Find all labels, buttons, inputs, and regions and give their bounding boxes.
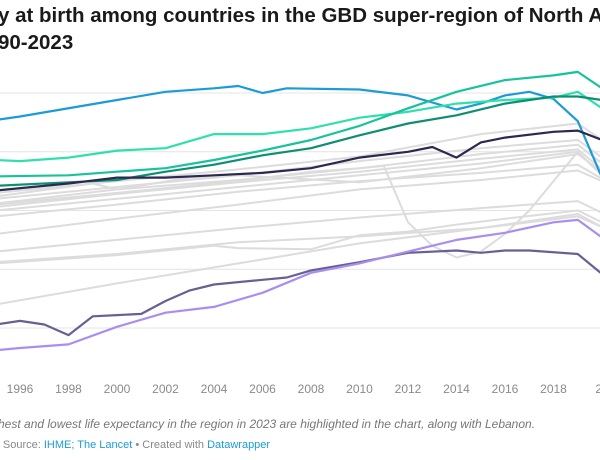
background-series-line bbox=[0, 209, 600, 265]
x-tick-label: 2002 bbox=[152, 382, 179, 396]
x-tick-label: 2012 bbox=[395, 382, 422, 396]
chart-notes: hest and lowest life expectancy in the r… bbox=[0, 417, 536, 431]
line-chart: 1996 1998 2000 2002 2004 2006 2008 2010 2012 2014… bbox=[0, 70, 600, 396]
background-series-line bbox=[0, 213, 600, 263]
x-tick-label: 2010 bbox=[346, 382, 373, 396]
x-tick-label: 1996 bbox=[7, 382, 34, 396]
x-tick-label: 2008 bbox=[298, 382, 325, 396]
highlighted-series-line[interactable] bbox=[0, 129, 600, 192]
datawrapper-link[interactable]: Datawrapper bbox=[207, 439, 271, 451]
highlighted-series bbox=[0, 70, 600, 351]
background-series-line bbox=[0, 139, 600, 200]
source-prefix: • Source: bbox=[0, 439, 44, 451]
highlighted-series-line[interactable] bbox=[0, 218, 600, 351]
background-series-line bbox=[0, 150, 600, 259]
highlighted-series-line[interactable] bbox=[0, 249, 600, 337]
background-series-line bbox=[0, 148, 600, 208]
background-series-line bbox=[0, 215, 600, 305]
background-series-line bbox=[0, 163, 600, 217]
highlighted-series-line[interactable] bbox=[0, 70, 600, 178]
background-series-line bbox=[0, 169, 600, 235]
source-link[interactable]: IHME; The Lancet bbox=[43, 439, 133, 451]
highlighted-series-line[interactable] bbox=[0, 84, 600, 178]
x-tick-label: 1998 bbox=[55, 382, 82, 396]
x-tick-label: 2014 bbox=[443, 382, 470, 396]
created-prefix: • Created with bbox=[132, 439, 208, 451]
x-tick-label: 2018 bbox=[540, 382, 567, 396]
x-tick-label: 2006 bbox=[249, 382, 276, 396]
background-series-line bbox=[0, 153, 600, 197]
chart-title: y at birth among countries in the GBD su… bbox=[0, 2, 600, 56]
x-tick-label: 2016 bbox=[492, 382, 519, 396]
x-axis-ticks: 1996 1998 2000 2002 2004 2006 2008 2010 2012 2014… bbox=[7, 382, 600, 396]
background-series-line bbox=[0, 122, 600, 194]
title-line-2: 90-2023 bbox=[0, 31, 74, 54]
x-tick-label: 20 bbox=[595, 382, 600, 396]
background-series-line bbox=[0, 200, 600, 253]
gridlines bbox=[0, 92, 600, 329]
x-tick-label: 2000 bbox=[104, 382, 131, 396]
title-line-1: y at birth among countries in the GBD su… bbox=[0, 4, 600, 27]
chart-footer: • Source: IHME; The Lancet • Created wit… bbox=[0, 439, 270, 451]
x-tick-label: 2004 bbox=[201, 382, 228, 396]
